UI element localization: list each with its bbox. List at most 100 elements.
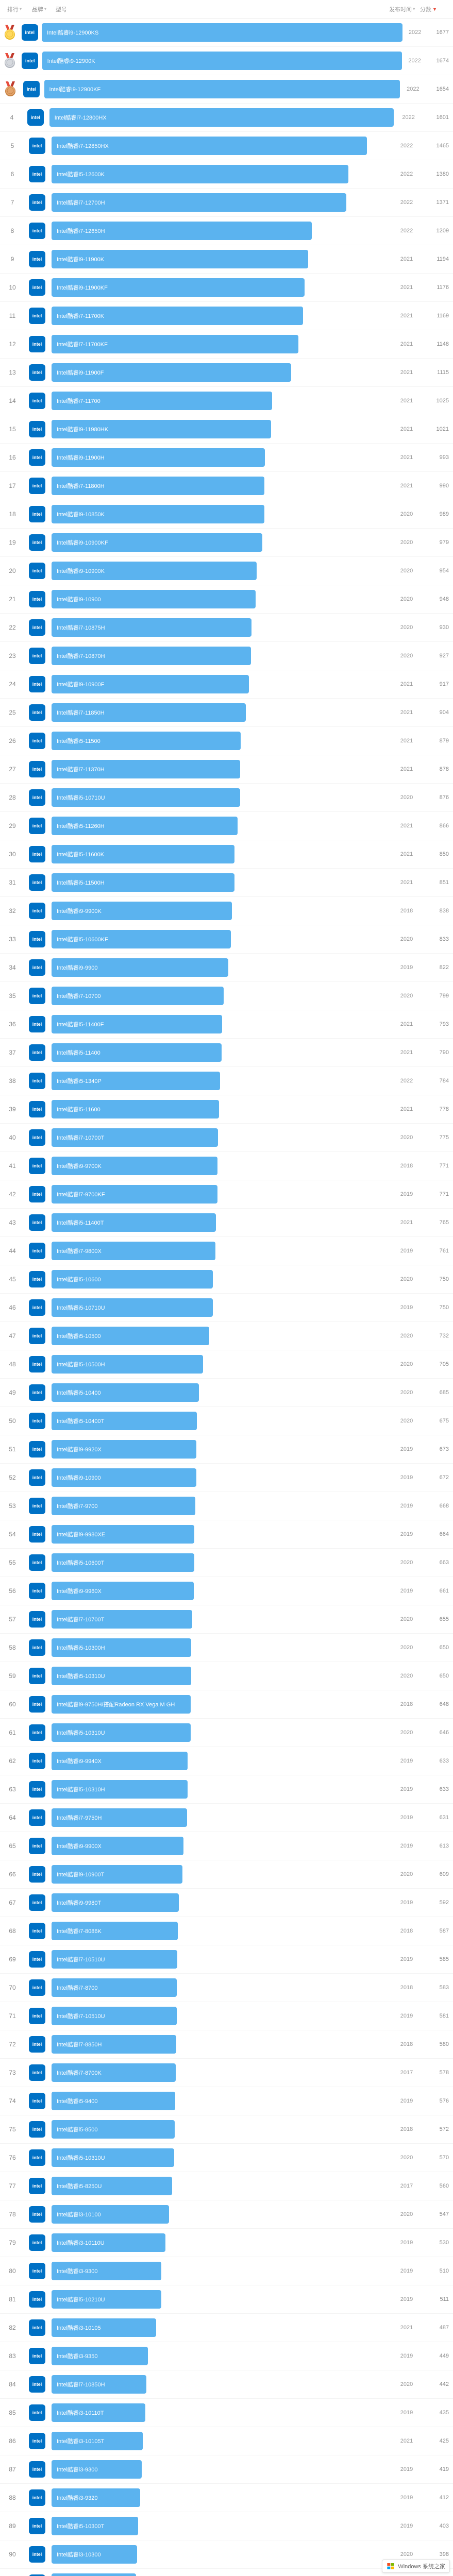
table-row[interactable]: 68intelIntel酷睿i7-8086K2018587: [0, 1917, 453, 1945]
table-row[interactable]: 62intelIntel酷睿i9-9940X2019633: [0, 1747, 453, 1775]
table-row[interactable]: 71intelIntel酷睿i7-10510U2019581: [0, 2002, 453, 2030]
table-row[interactable]: 14intelIntel酷睿i7-1170020211025: [0, 387, 453, 415]
table-row[interactable]: 13intelIntel酷睿i9-11900F20211115: [0, 359, 453, 387]
table-row[interactable]: 38intelIntel酷睿i5-1340P2022784: [0, 1067, 453, 1095]
table-row[interactable]: 66intelIntel酷睿i9-10900T2020609: [0, 1860, 453, 1889]
table-row[interactable]: 33intelIntel酷睿i5-10600KF2020833: [0, 925, 453, 954]
table-row[interactable]: 79intelIntel酷睿i3-10110U2019530: [0, 2229, 453, 2257]
table-row[interactable]: 6intelIntel酷睿i5-12600K20221380: [0, 160, 453, 189]
table-row[interactable]: 9intelIntel酷睿i9-11900K20211194: [0, 245, 453, 274]
table-row[interactable]: 27intelIntel酷睿i7-11370H2021878: [0, 755, 453, 784]
table-row[interactable]: 64intelIntel酷睿i7-9750H2019631: [0, 1804, 453, 1832]
table-row[interactable]: 10intelIntel酷睿i9-11900KF20211176: [0, 274, 453, 302]
header-brand[interactable]: 品牌▾: [27, 5, 52, 13]
table-row[interactable]: 86intelIntel酷睿i3-10105T2021425: [0, 2427, 453, 2455]
table-row[interactable]: 11intelIntel酷睿i7-11700K20211169: [0, 302, 453, 330]
table-row[interactable]: 23intelIntel酷睿i7-10870H2020927: [0, 642, 453, 670]
score-cell: 510: [422, 2268, 453, 2274]
table-row[interactable]: 48intelIntel酷睿i5-10500H2020705: [0, 1350, 453, 1379]
table-row[interactable]: 8intelIntel酷睿i7-12650H20221209: [0, 217, 453, 245]
table-row[interactable]: 82intelIntel酷睿i3-101052021487: [0, 2314, 453, 2342]
table-row[interactable]: 45intelIntel酷睿i5-106002020750: [0, 1265, 453, 1294]
header-rank[interactable]: 排行▾: [2, 5, 27, 13]
table-row[interactable]: 15intelIntel酷睿i9-11980HK20211021: [0, 415, 453, 444]
table-row[interactable]: 70intelIntel酷睿i7-87002018583: [0, 1974, 453, 2002]
table-row[interactable]: 42intelIntel酷睿i7-9700KF2019771: [0, 1180, 453, 1209]
table-row[interactable]: 16intelIntel酷睿i9-11900H2021993: [0, 444, 453, 472]
table-row[interactable]: 75intelIntel酷睿i5-85002018572: [0, 2115, 453, 2144]
table-row[interactable]: 39intelIntel酷睿i5-116002021778: [0, 1095, 453, 1124]
table-row[interactable]: 80intelIntel酷睿i3-93002019510: [0, 2257, 453, 2285]
table-row[interactable]: 28intelIntel酷睿i5-10710U2020876: [0, 784, 453, 812]
table-row[interactable]: 24intelIntel酷睿i9-10900F2021917: [0, 670, 453, 699]
header-date[interactable]: 发布时间▾: [389, 5, 420, 13]
table-row[interactable]: 36intelIntel酷睿i5-11400F2021793: [0, 1010, 453, 1039]
table-row[interactable]: 61intelIntel酷睿i5-10310U2020646: [0, 1719, 453, 1747]
table-row[interactable]: 7intelIntel酷睿i7-12700H20221371: [0, 189, 453, 217]
table-row[interactable]: 55intelIntel酷睿i5-10600T2020663: [0, 1549, 453, 1577]
table-row[interactable]: 59intelIntel酷睿i5-10310U2020650: [0, 1662, 453, 1690]
table-row[interactable]: 44intelIntel酷睿i7-9800X2019761: [0, 1237, 453, 1265]
score-bar: Intel酷睿i9-11900KF: [52, 278, 305, 297]
intel-badge: intel: [29, 1158, 45, 1174]
table-row[interactable]: 89intelIntel酷睿i5-10300T2019403: [0, 2512, 453, 2540]
table-row[interactable]: 78intelIntel酷睿i3-101002020547: [0, 2200, 453, 2229]
table-row[interactable]: 87intelIntel酷睿i3-93002019419: [0, 2455, 453, 2484]
table-row[interactable]: 51intelIntel酷睿i9-9920X2019673: [0, 1435, 453, 1464]
table-row[interactable]: 88intelIntel酷睿i3-93202019412: [0, 2484, 453, 2512]
table-row[interactable]: 74intelIntel酷睿i5-94002019576: [0, 2087, 453, 2115]
table-row[interactable]: 22intelIntel酷睿i7-10875H2020930: [0, 614, 453, 642]
table-row[interactable]: 69intelIntel酷睿i7-10510U2019585: [0, 1945, 453, 1974]
table-row[interactable]: 41intelIntel酷睿i9-9700K2018771: [0, 1152, 453, 1180]
table-row[interactable]: 77intelIntel酷睿i5-8250U2017560: [0, 2172, 453, 2200]
table-row[interactable]: 84intelIntel酷睿i7-10850H2020442: [0, 2370, 453, 2399]
table-row[interactable]: 65intelIntel酷睿i9-9900X2019613: [0, 1832, 453, 1860]
table-row[interactable]: 60intelIntel酷睿i9-9750H/搭配Radeon RX Vega …: [0, 1690, 453, 1719]
table-row[interactable]: 83intelIntel酷睿i3-93502019449: [0, 2342, 453, 2370]
table-row[interactable]: 56intelIntel酷睿i9-9960X2019661: [0, 1577, 453, 1605]
rank-cell: 23: [0, 652, 25, 659]
table-row[interactable]: intelIntel酷睿i9-12900KF20221654: [0, 75, 453, 104]
table-row[interactable]: 63intelIntel酷睿i5-10310H2019633: [0, 1775, 453, 1804]
table-row[interactable]: intelIntel酷睿i9-12900KS20221677: [0, 19, 453, 47]
table-row[interactable]: 21intelIntel酷睿i9-109002020948: [0, 585, 453, 614]
table-row[interactable]: 81intelIntel酷睿i5-10210U2019511: [0, 2285, 453, 2314]
table-row[interactable]: 54intelIntel酷睿i9-9980XE2019664: [0, 1520, 453, 1549]
table-row[interactable]: 67intelIntel酷睿i9-9980T2019592: [0, 1889, 453, 1917]
header-score[interactable]: 分数▼: [420, 5, 451, 13]
table-row[interactable]: 76intelIntel酷睿i5-10310U2020570: [0, 2144, 453, 2172]
model-cell: Intel酷睿i7-8086K: [49, 1917, 391, 1945]
table-row[interactable]: 30intelIntel酷睿i5-11600K2021850: [0, 840, 453, 869]
table-row[interactable]: 26intelIntel酷睿i5-115002021879: [0, 727, 453, 755]
table-row[interactable]: 17intelIntel酷睿i7-11800H2021990: [0, 472, 453, 500]
table-row[interactable]: 40intelIntel酷睿i7-10700T2020775: [0, 1124, 453, 1152]
table-row[interactable]: 35intelIntel酷睿i7-107002020799: [0, 982, 453, 1010]
table-row[interactable]: 4intelIntel酷睿i7-12800HX20221601: [0, 104, 453, 132]
table-row[interactable]: 52intelIntel酷睿i9-109002019672: [0, 1464, 453, 1492]
table-row[interactable]: 12intelIntel酷睿i7-11700KF20211148: [0, 330, 453, 359]
table-row[interactable]: 50intelIntel酷睿i5-10400T2020675: [0, 1407, 453, 1435]
table-row[interactable]: 57intelIntel酷睿i7-10700T2020655: [0, 1605, 453, 1634]
table-row[interactable]: 31intelIntel酷睿i5-11500H2021851: [0, 869, 453, 897]
table-row[interactable]: 32intelIntel酷睿i9-9900K2018838: [0, 897, 453, 925]
model-cell: Intel酷睿i7-10510U: [49, 1945, 391, 1973]
table-row[interactable]: 58intelIntel酷睿i5-10300H2020650: [0, 1634, 453, 1662]
table-row[interactable]: 73intelIntel酷睿i7-8700K2017578: [0, 2059, 453, 2087]
table-row[interactable]: 19intelIntel酷睿i9-10900KF2020979: [0, 529, 453, 557]
table-row[interactable]: 5intelIntel酷睿i7-12850HX20221465: [0, 132, 453, 160]
table-row[interactable]: 43intelIntel酷睿i5-11400T2021765: [0, 1209, 453, 1237]
table-row[interactable]: intelIntel酷睿i9-12900K20221674: [0, 47, 453, 75]
table-row[interactable]: 25intelIntel酷睿i7-11850H2021904: [0, 699, 453, 727]
table-row[interactable]: 85intelIntel酷睿i3-10110T2019435: [0, 2399, 453, 2427]
model-cell: Intel酷睿i9-11900K: [49, 245, 391, 273]
table-row[interactable]: 49intelIntel酷睿i5-104002020685: [0, 1379, 453, 1407]
table-row[interactable]: 34intelIntel酷睿i9-99002019822: [0, 954, 453, 982]
table-row[interactable]: 18intelIntel酷睿i9-10850K2020989: [0, 500, 453, 529]
table-row[interactable]: 47intelIntel酷睿i5-105002020732: [0, 1322, 453, 1350]
table-row[interactable]: 53intelIntel酷睿i7-97002019668: [0, 1492, 453, 1520]
table-row[interactable]: 37intelIntel酷睿i5-114002021790: [0, 1039, 453, 1067]
table-row[interactable]: 29intelIntel酷睿i5-11260H2021866: [0, 812, 453, 840]
table-row[interactable]: 72intelIntel酷睿i7-8850H2018580: [0, 2030, 453, 2059]
table-row[interactable]: 20intelIntel酷睿i9-10900K2020954: [0, 557, 453, 585]
table-row[interactable]: 46intelIntel酷睿i5-10710U2019750: [0, 1294, 453, 1322]
